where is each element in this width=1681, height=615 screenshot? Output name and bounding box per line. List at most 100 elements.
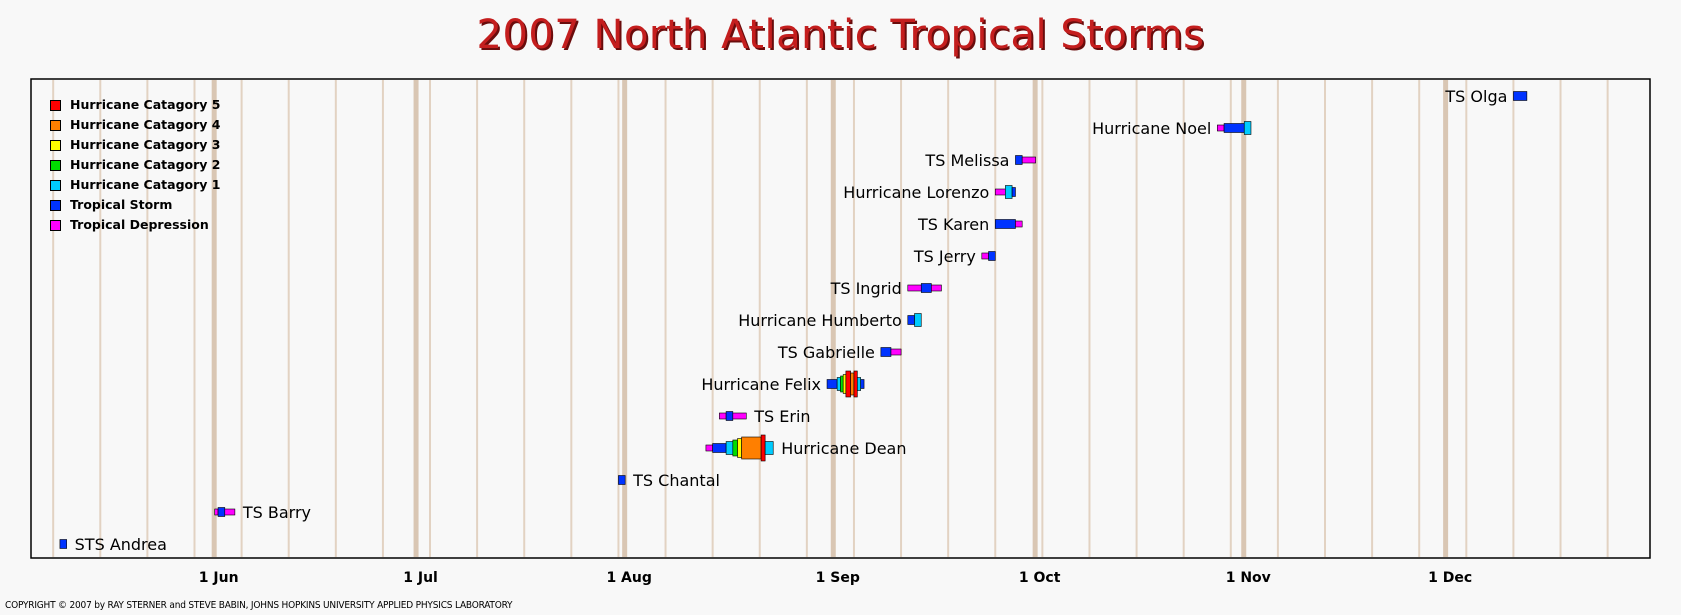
x-tick-label: 1 Jul [403, 570, 438, 586]
segment-c1 [914, 313, 922, 327]
segment-ts [1513, 91, 1528, 101]
x-tick-label: 1 Sep [816, 570, 860, 586]
legend-swatch [50, 140, 61, 151]
segment-ts [988, 251, 996, 261]
x-tick-label: 1 Nov [1226, 570, 1271, 586]
month-gridline [1241, 80, 1247, 557]
storm-label: STS Andrea [75, 535, 167, 554]
storm-label: TS Jerry [913, 247, 976, 266]
storm-label: TS Olga [1444, 87, 1507, 106]
x-tick-label: 1 Dec [1428, 570, 1472, 586]
legend-swatch [50, 200, 61, 211]
month-gridline [830, 80, 836, 557]
storm-label: TS Barry [242, 503, 311, 522]
storm-label: Hurricane Lorenzo [843, 183, 989, 202]
segment-td [981, 252, 989, 260]
segment-ts [59, 539, 67, 549]
legend-label: Hurricane Catagory 5 [70, 97, 221, 112]
storm-hurricane-noel: Hurricane Noel [1092, 119, 1252, 138]
segment-td [1015, 220, 1023, 228]
segment-c2 [840, 375, 844, 393]
date-gridlines [52, 80, 1609, 557]
month-gridline [211, 80, 217, 557]
segment-ts [217, 507, 226, 517]
segment-ts [618, 475, 626, 485]
segment-c1 [857, 377, 861, 391]
chart-title: 2007 North Atlantic Tropical Storms [476, 12, 1205, 58]
x-tick-label: 1 Jun [199, 570, 239, 586]
copyright-notice: COPYRIGHT © 2007 by RAY STERNER and STEV… [5, 600, 513, 611]
segment-td [214, 508, 219, 516]
storm-ts-olga: TS Olga [1444, 87, 1528, 106]
plot-frame [30, 78, 1651, 559]
segment-ts [1223, 123, 1245, 133]
storm-label: TS Gabrielle [777, 343, 875, 362]
segment-td [994, 188, 1006, 196]
storm-label: TS Karen [917, 215, 989, 234]
legend-label: Hurricane Catagory 3 [70, 137, 221, 152]
segment-td [732, 412, 747, 420]
segment-c4 [741, 436, 762, 460]
storm-ts-barry: TS Barry [214, 503, 311, 522]
storm-hurricane-lorenzo: Hurricane Lorenzo [843, 183, 1016, 202]
segment-ts [712, 443, 727, 453]
segment-c1 [1243, 121, 1252, 135]
segment-c5 [845, 370, 851, 398]
storm-ts-erin: TS Erin [719, 407, 811, 426]
segment-ts [994, 219, 1016, 229]
segment-td [907, 284, 922, 292]
x-tick-label: 1 Aug [606, 570, 651, 586]
month-gridline [1443, 80, 1449, 557]
segment-c3 [842, 374, 847, 394]
segment-ts [860, 379, 865, 389]
storm-hurricane-felix: Hurricane Felix [701, 370, 865, 398]
segment-c5 [853, 370, 858, 398]
storm-label: TS Melissa [924, 151, 1009, 170]
month-gridline [1032, 80, 1038, 557]
storm-label: Hurricane Noel [1092, 119, 1211, 138]
segment-c1 [1005, 185, 1013, 199]
segment-ts [907, 315, 915, 325]
legend-swatch [50, 100, 61, 111]
storm-ts-karen: TS Karen [917, 215, 1023, 234]
storm-hurricane-humberto: Hurricane Humberto [738, 311, 922, 330]
segment-c1 [764, 441, 774, 455]
segment-ts [1011, 187, 1016, 197]
segment-c2 [732, 439, 738, 457]
segment-ts [1015, 155, 1023, 165]
segment-c1 [725, 441, 734, 455]
segment-td [931, 284, 942, 292]
storm-ts-ingrid: TS Ingrid [830, 279, 942, 298]
segment-td [224, 508, 236, 516]
legend-label: Hurricane Catagory 2 [70, 157, 221, 172]
storm-ts-chantal: TS Chantal [618, 471, 720, 490]
segment-ts [826, 379, 838, 389]
segment-td [890, 348, 902, 356]
segment-td [1217, 124, 1225, 132]
storm-bars: STS Andrea TS Barry TS Chantal Hurricane De… [59, 87, 1528, 554]
month-gridline [622, 80, 628, 557]
storm-label: TS Erin [753, 407, 810, 426]
legend-label: Hurricane Catagory 1 [70, 177, 221, 192]
legend-swatch [50, 160, 61, 171]
storm-hurricane-dean: Hurricane Dean [705, 434, 906, 462]
segment-td [719, 412, 727, 420]
storm-ts-melissa: TS Melissa [924, 151, 1036, 170]
segment-ts [725, 411, 734, 421]
storm-ts-jerry: TS Jerry [913, 247, 996, 266]
storm-label: TS Chantal [632, 471, 720, 490]
storm-ts-gabrielle: TS Gabrielle [777, 343, 902, 362]
legend-swatch [50, 220, 61, 231]
segment-c3 [737, 438, 742, 458]
storm-label: Hurricane Felix [701, 375, 821, 394]
legend-label: Tropical Depression [70, 217, 209, 232]
legend-swatch [50, 180, 61, 191]
x-tick-label: 1 Oct [1019, 570, 1061, 586]
legend-swatch [50, 120, 61, 131]
segment-c1 [836, 377, 841, 391]
month-gridline [413, 80, 419, 557]
segment-c5 [760, 434, 766, 462]
segment-td [1021, 156, 1036, 164]
x-axis-tick-labels: 1 Jun 1 Jul 1 Aug 1 Sep 1 Oct 1 Nov 1 Dec [199, 570, 1472, 586]
